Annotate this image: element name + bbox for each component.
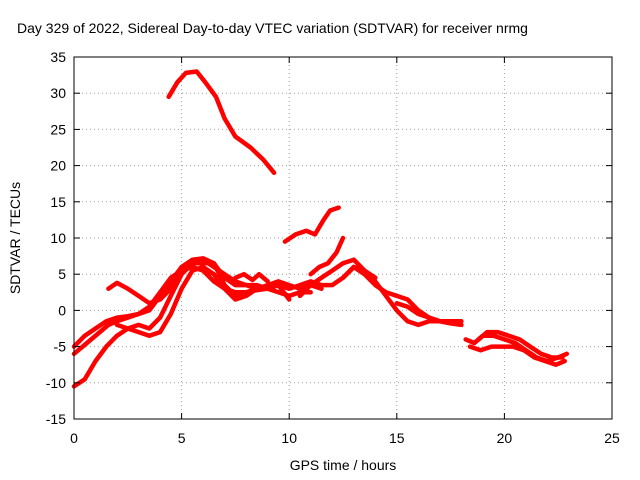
x-tick-label: 0 xyxy=(70,430,78,446)
y-tick-label: -10 xyxy=(46,375,66,391)
x-tick-label: 15 xyxy=(389,430,405,446)
series-arc-9 xyxy=(308,235,346,277)
y-tick-label: 5 xyxy=(58,266,66,282)
series-arc-14 xyxy=(476,329,565,360)
series-arc-1 xyxy=(166,69,277,176)
series-arc-8 xyxy=(282,205,341,244)
x-tick-label: 25 xyxy=(604,430,620,446)
y-axis-label: SDTVAR / TECUs xyxy=(7,182,23,294)
series-arc-6 xyxy=(114,264,292,338)
series-arc-11 xyxy=(340,264,443,324)
y-tick-label: -5 xyxy=(54,339,67,355)
y-tick-label: 20 xyxy=(50,158,66,174)
y-tick-label: 35 xyxy=(50,49,66,65)
y-tick-label: 25 xyxy=(50,121,66,137)
y-tick-label: 15 xyxy=(50,194,66,210)
series-arc-15 xyxy=(394,300,464,324)
y-tick-label: 30 xyxy=(50,85,66,101)
y-tick-label: 0 xyxy=(58,302,66,318)
x-tick-label: 10 xyxy=(281,430,297,446)
y-tick-label: -15 xyxy=(46,411,66,427)
data-series xyxy=(71,69,570,389)
series-arc-10 xyxy=(297,257,464,328)
x-tick-label: 20 xyxy=(497,430,513,446)
chart-title: Day 329 of 2022, Sidereal Day-to-day VTE… xyxy=(17,20,528,36)
x-axis-label: GPS time / hours xyxy=(290,457,397,473)
series-arc-7 xyxy=(233,271,270,284)
series-arc-4 xyxy=(71,256,324,349)
axis-ticks: 0 5 10 15 20 25 -15 -10 -5 0 5 10 15 20 25 30 35 xyxy=(46,49,620,446)
y-tick-label: 10 xyxy=(50,230,66,246)
series-arc-5 xyxy=(106,261,313,306)
series-arc-13 xyxy=(467,344,567,367)
x-tick-label: 5 xyxy=(178,430,186,446)
